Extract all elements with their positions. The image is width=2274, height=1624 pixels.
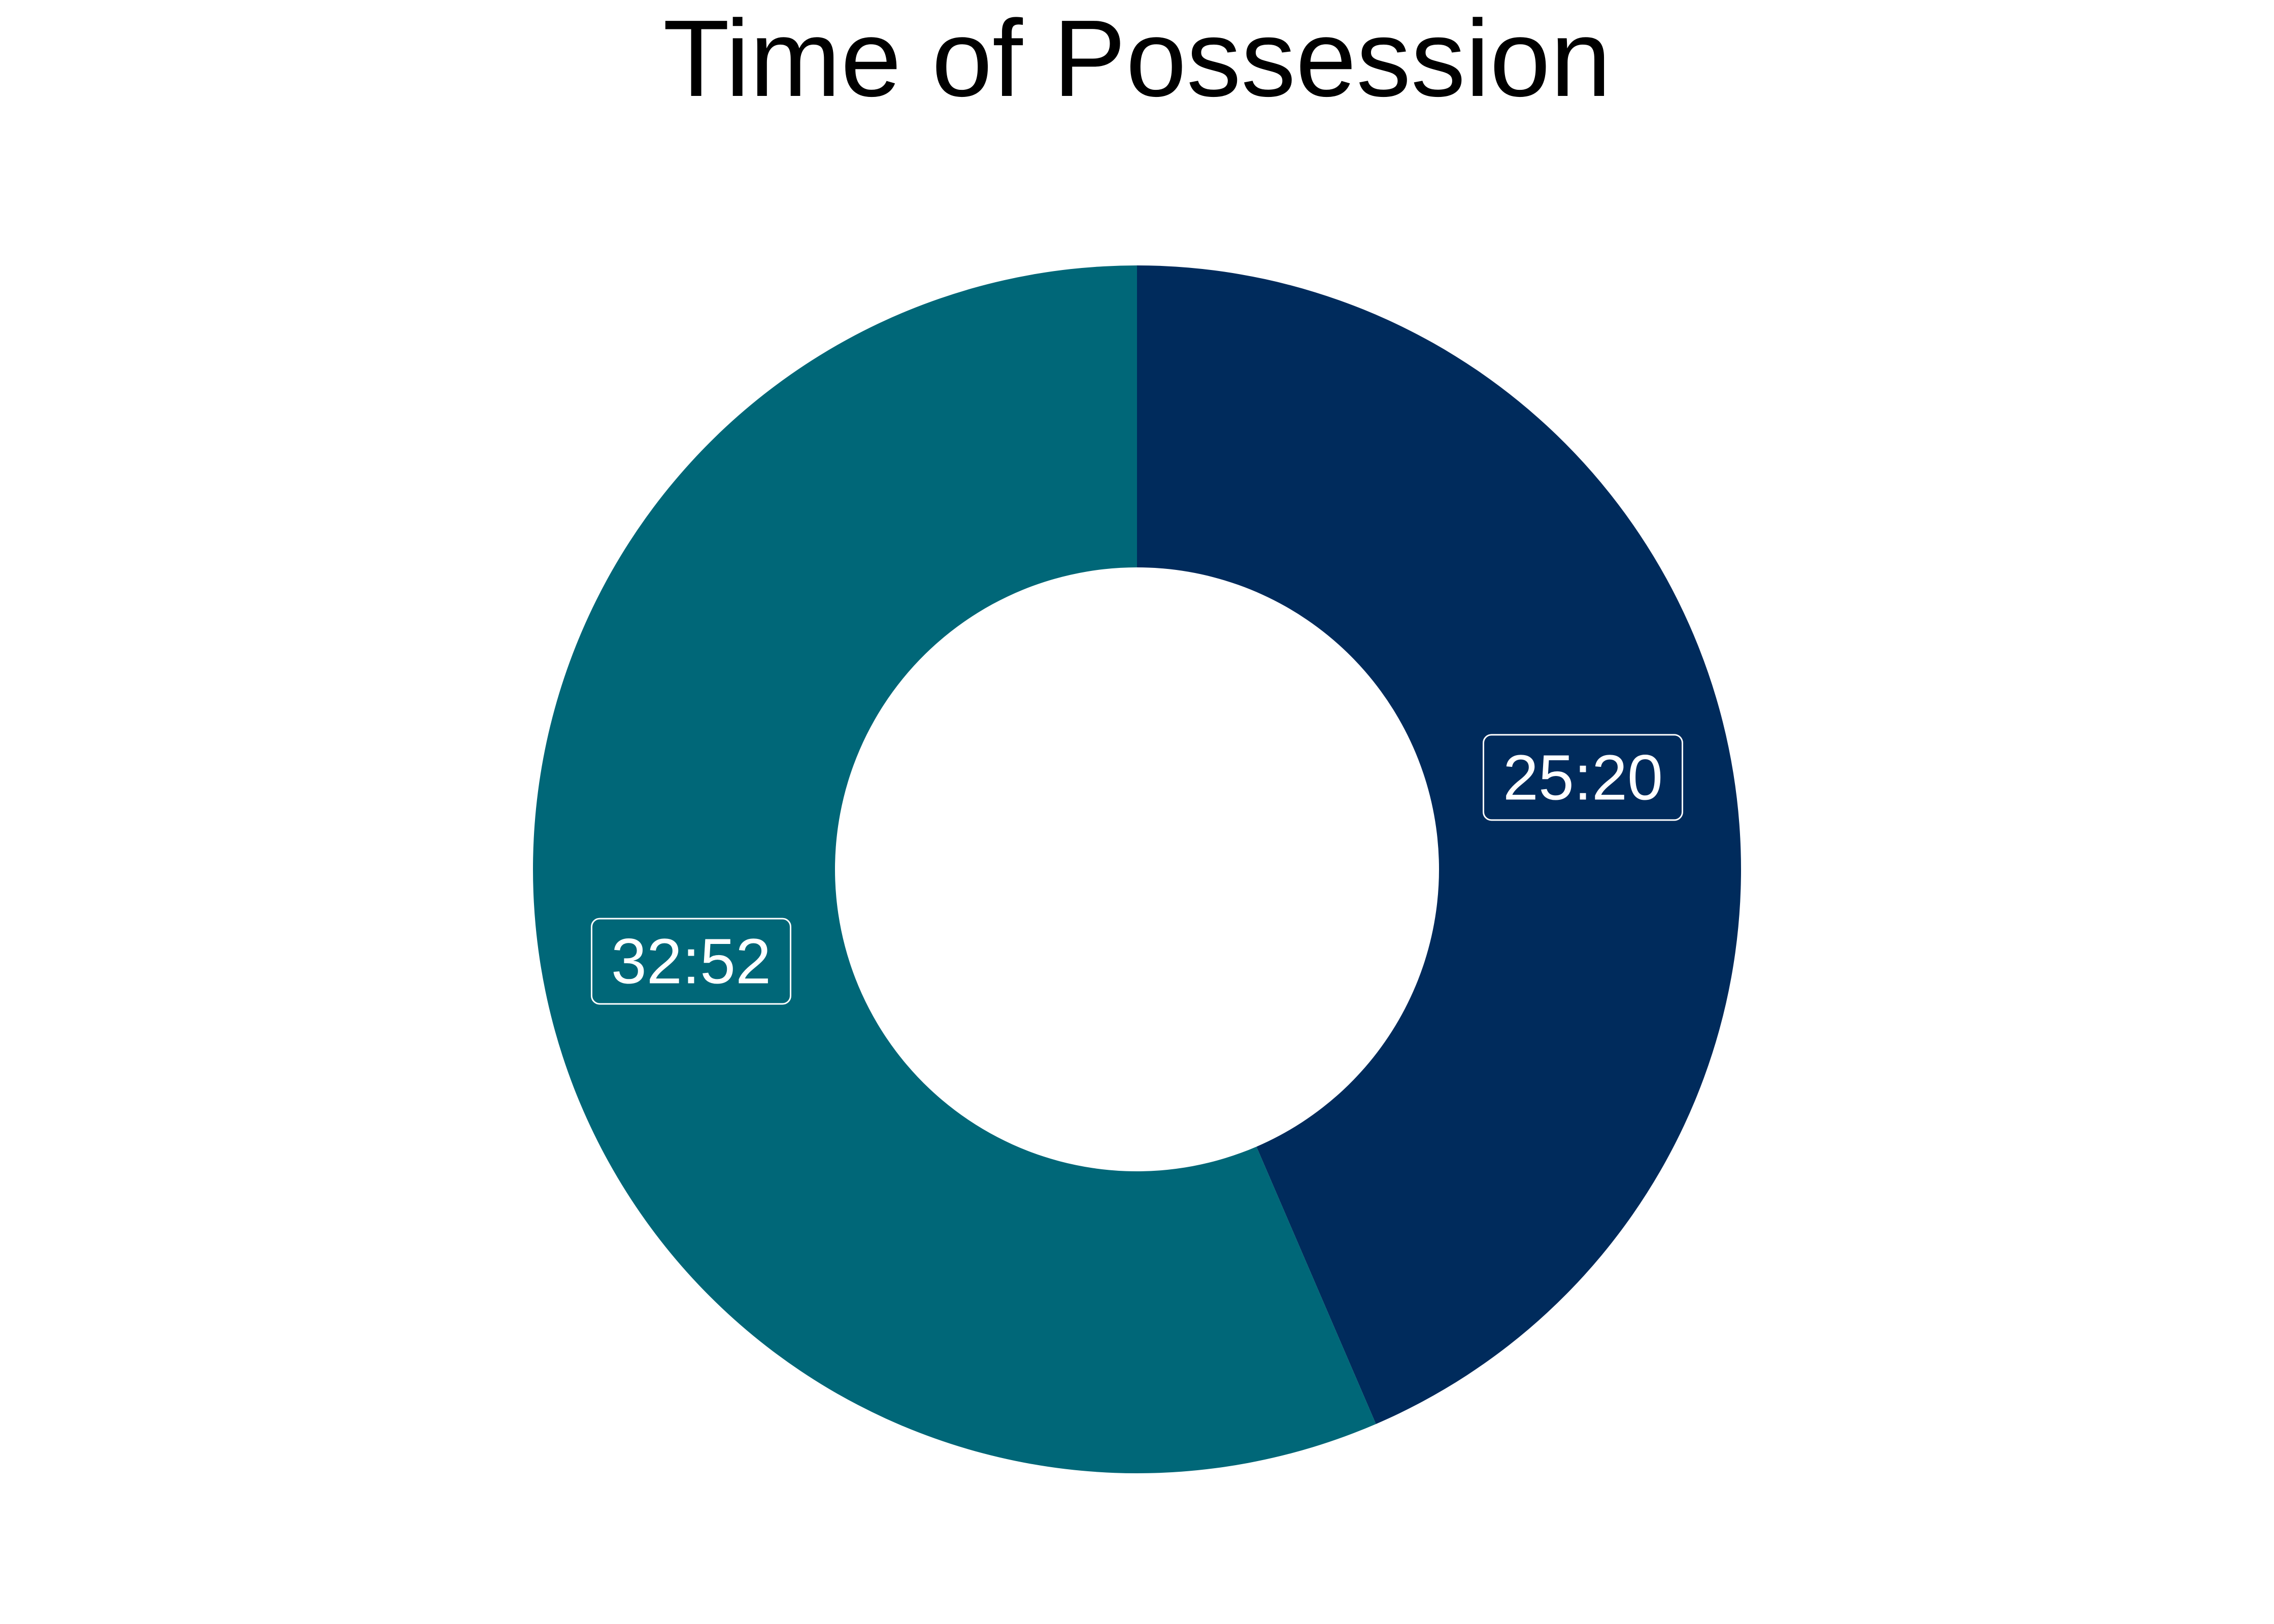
slice-label-box [1482, 734, 1683, 821]
slice-label: 25:20 [1482, 734, 1683, 821]
slices-layer [532, 265, 1741, 1473]
slice-label-box [591, 918, 792, 1005]
chart-title: Time of Possession [662, 0, 1612, 119]
labels-layer: 25:20 32:52 [591, 734, 1683, 1005]
slice-label-text: 25:20 [1503, 741, 1663, 813]
slice-label-text: 32:52 [611, 926, 771, 997]
donut-slice-25-20 [1137, 265, 1741, 1424]
slice-label: 32:52 [591, 918, 792, 1005]
donut-slice-32-52 [532, 265, 1376, 1473]
